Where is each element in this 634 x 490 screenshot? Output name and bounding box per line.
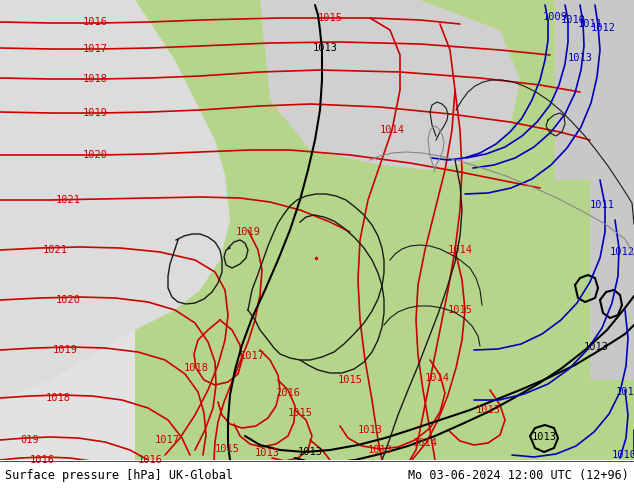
Text: 1014: 1014 xyxy=(448,245,472,255)
Text: 1017: 1017 xyxy=(240,351,264,361)
Text: 019: 019 xyxy=(21,435,39,445)
Text: 1013: 1013 xyxy=(476,405,500,415)
Text: 1020: 1020 xyxy=(56,295,81,305)
Text: 1016: 1016 xyxy=(82,17,108,27)
Text: 1013: 1013 xyxy=(313,43,337,53)
Text: 1013: 1013 xyxy=(368,445,392,455)
Text: 1011: 1011 xyxy=(578,19,602,29)
Text: 1019: 1019 xyxy=(53,345,77,355)
Text: 1015: 1015 xyxy=(287,408,313,418)
Text: 1015: 1015 xyxy=(337,375,363,385)
Text: 1021: 1021 xyxy=(56,195,81,205)
Text: 1013: 1013 xyxy=(297,447,323,457)
Text: 1013: 1013 xyxy=(358,425,382,435)
Text: 1011: 1011 xyxy=(616,387,634,397)
Text: 1013: 1013 xyxy=(583,342,609,352)
Text: 1016: 1016 xyxy=(138,455,162,465)
Text: 1018: 1018 xyxy=(82,74,108,84)
Polygon shape xyxy=(0,0,230,400)
Text: 1012: 1012 xyxy=(590,23,616,33)
Bar xyxy=(0,0,634,200)
Text: 1016: 1016 xyxy=(276,388,301,398)
Text: 1014: 1014 xyxy=(413,438,437,448)
Text: 1014: 1014 xyxy=(380,125,404,135)
Polygon shape xyxy=(260,0,520,170)
Bar xyxy=(135,0,634,460)
Text: 1014: 1014 xyxy=(425,373,450,383)
Text: 1017: 1017 xyxy=(155,435,179,445)
Text: 1018: 1018 xyxy=(183,363,209,373)
Text: Surface pressure [hPa] UK-Global: Surface pressure [hPa] UK-Global xyxy=(5,468,233,482)
Text: 1013: 1013 xyxy=(531,432,557,442)
Text: 1018: 1018 xyxy=(46,393,70,403)
Text: 1019: 1019 xyxy=(82,108,108,118)
Text: 1021: 1021 xyxy=(42,245,67,255)
Text: 1015: 1015 xyxy=(448,305,472,315)
Text: 1009: 1009 xyxy=(543,12,567,22)
Bar xyxy=(0,0,135,460)
Text: 1012: 1012 xyxy=(609,247,634,257)
Text: 1015: 1015 xyxy=(214,444,240,454)
Text: 1019: 1019 xyxy=(235,227,261,237)
Text: 1013: 1013 xyxy=(254,448,280,458)
Text: 1010: 1010 xyxy=(560,15,586,25)
Text: 1017: 1017 xyxy=(82,44,108,54)
Bar xyxy=(590,180,634,380)
Text: 1013: 1013 xyxy=(567,53,593,63)
Text: 1020: 1020 xyxy=(82,150,108,160)
Text: 1010: 1010 xyxy=(612,450,634,460)
Text: Mo 03-06-2024 12:00 UTC (12+96): Mo 03-06-2024 12:00 UTC (12+96) xyxy=(408,468,629,482)
Text: 1016: 1016 xyxy=(30,455,55,465)
Text: 1015: 1015 xyxy=(318,13,342,23)
Text: 1011: 1011 xyxy=(590,200,614,210)
Bar xyxy=(555,0,634,180)
